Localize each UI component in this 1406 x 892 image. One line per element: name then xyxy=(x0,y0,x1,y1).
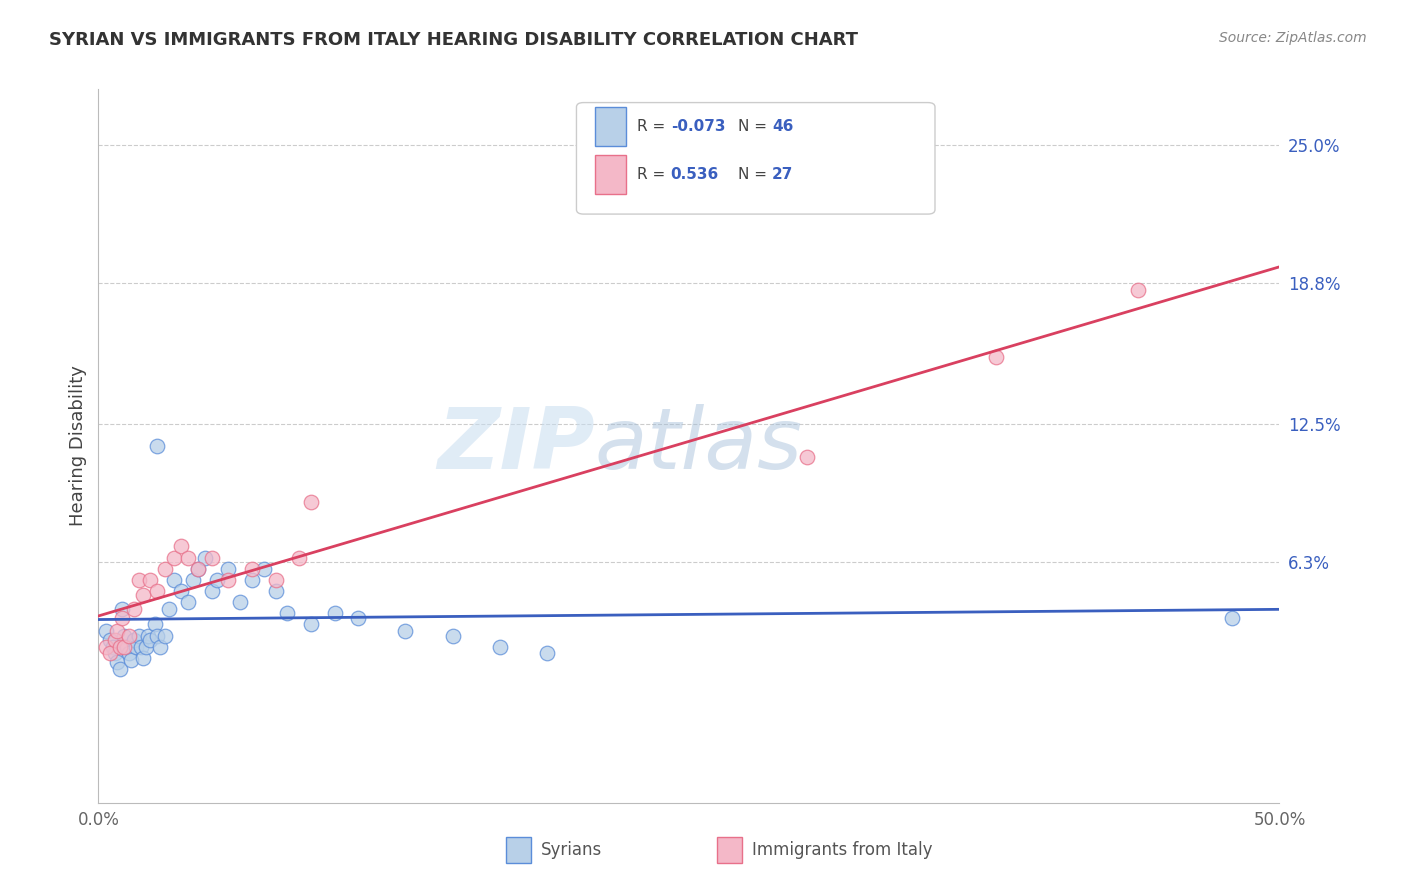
Point xyxy=(108,640,131,654)
Point xyxy=(217,573,239,587)
Point xyxy=(489,640,512,654)
Text: Immigrants from Italy: Immigrants from Italy xyxy=(752,841,932,859)
Text: N =: N = xyxy=(738,119,772,134)
Point xyxy=(299,617,322,632)
Point xyxy=(229,595,252,609)
Point xyxy=(163,550,186,565)
Point xyxy=(153,628,176,642)
Point xyxy=(240,573,263,587)
Point xyxy=(201,550,224,565)
Point xyxy=(796,450,818,464)
Point xyxy=(104,633,127,648)
Point xyxy=(128,628,150,642)
Text: atlas: atlas xyxy=(595,404,803,488)
Point xyxy=(112,640,135,654)
Point xyxy=(94,640,117,654)
Text: ZIP: ZIP xyxy=(437,404,595,488)
Point xyxy=(135,640,157,654)
Point xyxy=(111,601,134,615)
Point xyxy=(129,640,152,654)
Text: Source: ZipAtlas.com: Source: ZipAtlas.com xyxy=(1219,31,1367,45)
Point xyxy=(157,601,180,615)
Point xyxy=(153,562,176,576)
Point xyxy=(177,595,200,609)
Point xyxy=(101,640,124,654)
Text: SYRIAN VS IMMIGRANTS FROM ITALY HEARING DISABILITY CORRELATION CHART: SYRIAN VS IMMIGRANTS FROM ITALY HEARING … xyxy=(49,31,858,49)
Point xyxy=(139,573,162,587)
Text: R =: R = xyxy=(637,167,671,182)
Point xyxy=(98,646,121,660)
Point xyxy=(194,550,217,565)
Point xyxy=(146,628,169,642)
Point xyxy=(149,640,172,654)
Point xyxy=(240,562,263,576)
Point xyxy=(118,628,141,642)
Point xyxy=(125,640,148,654)
Point xyxy=(536,646,558,660)
Point xyxy=(94,624,117,639)
Point xyxy=(276,607,298,621)
Point xyxy=(111,610,134,624)
Point xyxy=(122,633,145,648)
Text: R =: R = xyxy=(637,119,671,134)
Point xyxy=(187,562,209,576)
Point xyxy=(143,617,166,632)
Text: 46: 46 xyxy=(772,119,793,134)
Point xyxy=(187,562,209,576)
Point xyxy=(98,633,121,648)
Point xyxy=(163,573,186,587)
Point xyxy=(105,655,128,669)
Point xyxy=(205,573,228,587)
Point xyxy=(299,494,322,508)
Point xyxy=(394,624,416,639)
Point xyxy=(108,662,131,676)
Point xyxy=(146,439,169,453)
Point xyxy=(104,646,127,660)
Point xyxy=(181,573,204,587)
Point xyxy=(136,628,159,642)
Point xyxy=(1126,283,1149,297)
Text: N =: N = xyxy=(738,167,772,182)
Text: -0.073: -0.073 xyxy=(671,119,725,134)
Point xyxy=(170,539,193,553)
Point xyxy=(984,350,1007,364)
Y-axis label: Hearing Disability: Hearing Disability xyxy=(69,366,87,526)
Point xyxy=(146,583,169,598)
Text: 27: 27 xyxy=(772,167,793,182)
Point xyxy=(115,640,138,654)
Point xyxy=(264,573,287,587)
Point xyxy=(132,589,155,603)
Point xyxy=(264,583,287,598)
Point xyxy=(201,583,224,598)
Text: 0.536: 0.536 xyxy=(671,167,718,182)
Point xyxy=(139,633,162,648)
Point xyxy=(217,562,239,576)
Point xyxy=(170,583,193,598)
Point xyxy=(105,624,128,639)
Point xyxy=(128,573,150,587)
Point xyxy=(288,550,311,565)
Point xyxy=(132,651,155,665)
Point xyxy=(347,610,370,624)
Point xyxy=(323,607,346,621)
Point xyxy=(1220,610,1243,624)
Point xyxy=(253,562,276,576)
Point xyxy=(177,550,200,565)
Point xyxy=(118,646,141,660)
Text: Syrians: Syrians xyxy=(541,841,603,859)
Point xyxy=(121,653,143,667)
Point xyxy=(112,628,135,642)
Point xyxy=(122,601,145,615)
Point xyxy=(441,628,464,642)
